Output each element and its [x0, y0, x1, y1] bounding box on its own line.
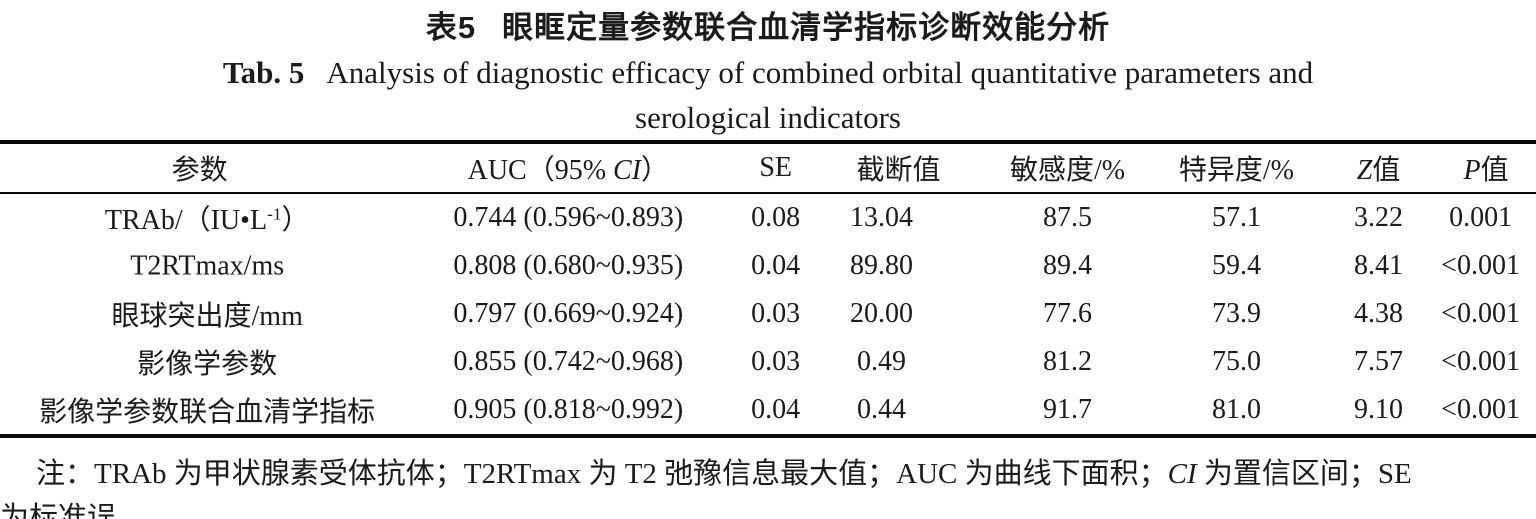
header-auc-ci: CI [613, 155, 642, 186]
header-sensitivity: 敏感度/% [983, 142, 1152, 194]
cell-param: 影像学参数联合血清学指标 [0, 386, 399, 436]
cell-se: 0.03 [751, 346, 801, 377]
cell-cutoff: 0.44 [857, 394, 907, 425]
cell-p: <0.001 [1441, 298, 1520, 329]
english-title: Tab. 5 Analysis of diagnostic efficacy of… [0, 50, 1536, 140]
english-title-line2: serological indicators [635, 100, 901, 135]
cell-se: 0.04 [751, 250, 801, 281]
cell-sensitivity: 87.5 [1043, 202, 1092, 233]
cell-sensitivity: 91.7 [1043, 394, 1092, 425]
chinese-title-label: 表5 [425, 10, 477, 45]
cell-auc: 0.808 (0.680~0.935) [453, 250, 684, 281]
header-cutoff: 截断值 [814, 142, 984, 194]
footnote-line1: 注：TRAb 为甲状腺素受体抗体；T2RTmax 为 T2 弛豫信息最大值；AU… [0, 452, 1536, 496]
chinese-title: 表5 眼眶定量参数联合血清学指标诊断效能分析 [0, 0, 1536, 50]
header-p: P值 [1436, 142, 1536, 194]
param-superscript: -1 [267, 204, 282, 224]
cell-se: 0.03 [751, 298, 801, 329]
cell-p: <0.001 [1441, 346, 1520, 377]
cell-specificity: 59.4 [1211, 250, 1261, 281]
table-row: TRAb/（IU•L-1） 0.744 (0.596~0.893) 0.08 1… [0, 193, 1536, 242]
cell-param: 眼球突出度/mm [0, 290, 399, 338]
cell-z: 7.57 [1354, 346, 1404, 377]
table-row: 影像学参数联合血清学指标 0.905 (0.818~0.992) 0.04 0.… [0, 386, 1536, 436]
param-text: 影像学参数 [137, 349, 278, 380]
cell-z: 9.10 [1354, 394, 1404, 425]
param-text: T2RTmax/ms [130, 250, 285, 282]
english-title-label: Tab. 5 [222, 55, 305, 90]
cell-auc: 0.744 (0.596~0.893) [453, 202, 684, 233]
param-text: TRAb/（IU•L [104, 205, 268, 236]
footnote-text-cont: 为置信区间；SE [1196, 458, 1412, 490]
footnote-line2: 为标准误。 [0, 502, 146, 519]
footnote-text: 注：TRAb 为甲状腺素受体抗体；T2RTmax 为 T2 弛豫信息最大值；AU… [36, 458, 1168, 490]
cell-specificity: 57.1 [1211, 202, 1261, 233]
cell-se: 0.08 [751, 202, 801, 233]
cell-z: 8.41 [1354, 250, 1404, 281]
cell-auc: 0.855 (0.742~0.968) [453, 346, 684, 377]
cell-sensitivity: 81.2 [1043, 346, 1092, 377]
cell-param: 影像学参数 [0, 338, 399, 386]
header-param: 参数 [0, 142, 400, 194]
cell-auc: 0.905 (0.818~0.992) [453, 394, 684, 425]
param-text: 影像学参数联合血清学指标 [39, 397, 376, 428]
param-text: 眼球突出度/mm [111, 301, 303, 332]
header-auc: AUC（95% CI） [399, 142, 738, 194]
cell-auc: 0.797 (0.669~0.924) [453, 298, 684, 329]
table-row: T2RTmax/ms 0.808 (0.680~0.935) 0.04 89.8… [0, 242, 1536, 290]
header-p-suffix: 值 [1480, 155, 1509, 186]
header-p-symbol: P [1463, 155, 1481, 186]
table-row: 影像学参数 0.855 (0.742~0.968) 0.03 0.49 81.2… [0, 338, 1536, 386]
cell-p: <0.001 [1441, 394, 1520, 425]
cell-specificity: 75.0 [1211, 346, 1261, 377]
header-z: Z值 [1320, 142, 1437, 194]
cell-p: <0.001 [1441, 250, 1520, 281]
header-specificity: 特异度/% [1151, 142, 1321, 194]
cell-specificity: 73.9 [1211, 298, 1261, 329]
header-auc-pre: AUC（95% [467, 155, 614, 186]
cell-sensitivity: 77.6 [1043, 298, 1092, 329]
cell-z: 4.38 [1354, 298, 1404, 329]
diagnostic-efficacy-table: 参数 AUC（95% CI） SE 截断值 敏感度/% 特异度/% Z值 P值 … [0, 140, 1536, 438]
cell-se: 0.04 [751, 394, 801, 425]
cell-cutoff: 89.80 [850, 250, 914, 281]
table-row: 眼球突出度/mm 0.797 (0.669~0.924) 0.03 20.00 … [0, 290, 1536, 338]
footnote-ci-italic: CI [1167, 458, 1197, 490]
cell-cutoff: 20.00 [850, 298, 914, 329]
cell-param: TRAb/（IU•L-1） [0, 193, 399, 242]
cell-specificity: 81.0 [1211, 394, 1261, 425]
header-se: SE [737, 142, 815, 194]
header-auc-post: ） [641, 155, 670, 186]
table-header-row: 参数 AUC（95% CI） SE 截断值 敏感度/% 特异度/% Z值 P值 [0, 142, 1536, 194]
english-title-line1: Analysis of diagnostic efficacy of combi… [326, 55, 1314, 90]
param-text-post: ） [281, 205, 310, 236]
cell-p: 0.001 [1449, 202, 1513, 233]
chinese-title-text: 眼眶定量参数联合血清学指标诊断效能分析 [502, 10, 1111, 45]
header-z-symbol: Z [1356, 155, 1373, 186]
cell-z: 3.22 [1354, 202, 1404, 233]
cell-param: T2RTmax/ms [0, 242, 399, 290]
cell-sensitivity: 89.4 [1043, 250, 1092, 281]
table-footnote: 注：TRAb 为甲状腺素受体抗体；T2RTmax 为 T2 弛豫信息最大值；AU… [0, 452, 1536, 519]
header-z-suffix: 值 [1372, 155, 1401, 186]
cell-cutoff: 0.49 [857, 346, 907, 377]
cell-cutoff: 13.04 [850, 202, 914, 233]
